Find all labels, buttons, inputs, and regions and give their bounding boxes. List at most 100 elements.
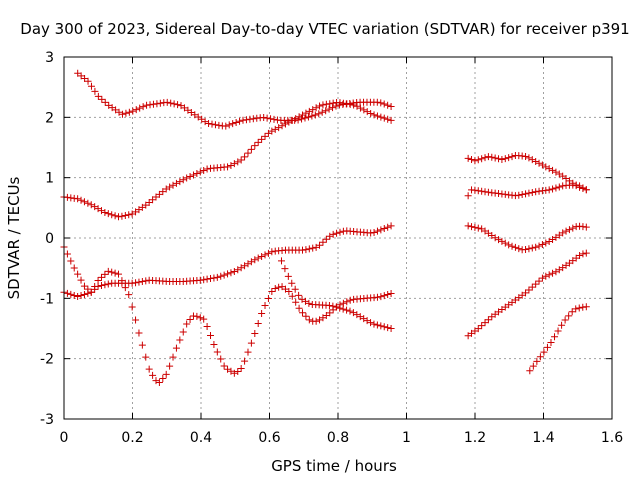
data-point <box>281 265 289 273</box>
data-point <box>559 182 567 190</box>
data-point <box>217 272 225 280</box>
data-point <box>263 114 271 122</box>
data-point <box>152 377 160 385</box>
data-point <box>210 274 218 282</box>
data-point <box>169 353 177 361</box>
data-point <box>94 92 102 100</box>
data-point <box>84 77 92 85</box>
data-point <box>533 357 541 365</box>
data-point <box>532 280 540 288</box>
data-point <box>471 223 479 231</box>
data-point <box>264 295 272 303</box>
data-point <box>532 188 540 196</box>
data-point <box>295 304 303 312</box>
data-point <box>162 370 170 378</box>
data-point <box>208 120 216 128</box>
data-point <box>312 317 320 325</box>
data-point <box>146 101 154 109</box>
data-point <box>284 272 292 280</box>
data-point <box>108 211 116 219</box>
data-point <box>377 226 385 234</box>
data-point <box>247 145 255 153</box>
data-point <box>196 314 204 322</box>
data-point <box>538 241 546 249</box>
data-point <box>163 98 171 106</box>
data-point <box>241 153 249 161</box>
y-tick-label: -1 <box>40 291 54 307</box>
data-point <box>370 111 378 119</box>
data-point <box>261 132 269 140</box>
y-tick-label: 3 <box>45 50 54 66</box>
data-point <box>545 165 553 173</box>
data-point <box>143 101 151 109</box>
data-point <box>569 224 577 232</box>
data-point <box>325 301 333 309</box>
data-point <box>111 212 119 220</box>
data-point <box>316 102 324 110</box>
data-point <box>302 246 310 254</box>
data-point <box>312 104 320 112</box>
data-point <box>565 312 573 320</box>
data-point <box>377 113 385 121</box>
data-point <box>545 186 553 194</box>
data-point <box>101 281 109 289</box>
data-point <box>505 241 513 249</box>
data-point <box>292 298 300 306</box>
data-point <box>84 199 92 207</box>
data-point <box>205 119 213 127</box>
y-tick-label: 1 <box>45 171 54 187</box>
data-point <box>213 273 221 281</box>
data-point <box>505 154 513 162</box>
data-point <box>526 367 534 375</box>
data-point <box>179 176 187 184</box>
data-point <box>515 245 523 253</box>
data-point <box>377 322 385 330</box>
data-point <box>535 242 543 250</box>
data-point <box>101 98 109 106</box>
data-point <box>84 285 92 293</box>
x-tick-label: 1.6 <box>601 430 623 446</box>
data-point <box>309 244 317 252</box>
data-point <box>373 321 381 329</box>
data-point <box>172 179 180 187</box>
data-point <box>193 169 201 177</box>
data-point <box>77 196 85 204</box>
series-trace-4 <box>60 243 590 387</box>
x-tick-label: 0.8 <box>327 430 349 446</box>
data-point <box>384 324 392 332</box>
data-point <box>474 325 482 333</box>
data-point <box>311 111 319 119</box>
data-point <box>582 186 590 194</box>
data-point <box>579 184 587 192</box>
data-point <box>559 229 567 237</box>
chart-title: Day 300 of 2023, Sidereal Day-to-day VTE… <box>20 20 629 38</box>
data-point <box>97 282 105 290</box>
data-point <box>153 100 161 108</box>
data-point <box>129 107 137 115</box>
data-point <box>532 157 540 165</box>
data-point <box>535 159 543 167</box>
data-point <box>285 118 293 126</box>
data-point <box>136 104 144 112</box>
data-point <box>80 198 88 206</box>
data-point <box>111 269 119 277</box>
data-point <box>481 319 489 327</box>
data-point <box>387 116 395 124</box>
data-point <box>350 101 358 109</box>
data-point <box>353 102 361 110</box>
series-trace-3 <box>60 222 590 301</box>
data-point <box>316 241 324 249</box>
data-point <box>203 323 211 331</box>
data-point <box>132 279 140 287</box>
data-point <box>122 109 130 117</box>
data-point <box>582 249 590 257</box>
data-point <box>339 99 347 107</box>
data-point <box>308 112 316 120</box>
data-point <box>237 156 245 164</box>
data-point <box>288 279 296 287</box>
data-point <box>155 379 163 387</box>
data-point <box>582 303 590 311</box>
data-point <box>552 184 560 192</box>
data-point <box>246 115 254 123</box>
data-point <box>207 275 215 283</box>
